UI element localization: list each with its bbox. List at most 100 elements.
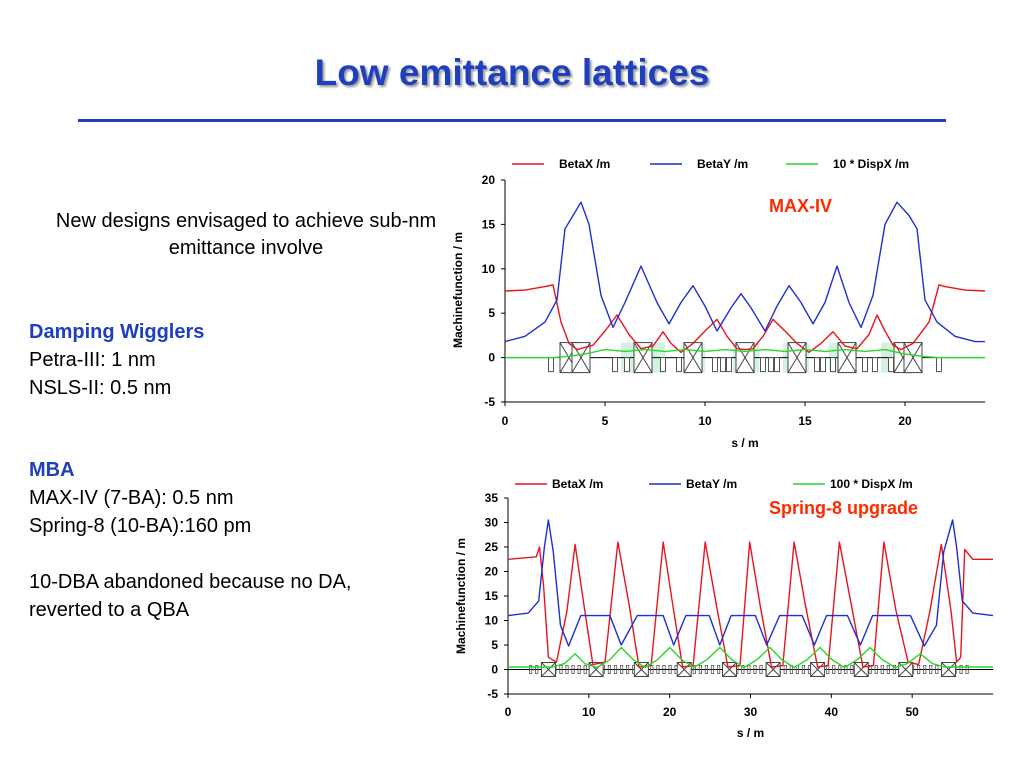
y-axis-label: Machinefunction / m (454, 538, 468, 654)
dipole-cross (634, 662, 649, 677)
y-tick-label: 0 (491, 663, 498, 677)
machine-label: Spring-8 upgrade (769, 498, 918, 518)
mba-heading: MBA (29, 459, 75, 481)
magnet-element (565, 665, 569, 674)
magnet-element (832, 665, 836, 674)
legend-entry: BetaX /m (559, 157, 610, 171)
dipole-cross (722, 662, 737, 677)
magnet-element (874, 665, 878, 674)
dipole-cross (571, 342, 591, 373)
y-tick-label: 35 (485, 491, 499, 505)
series-line-dispx (508, 646, 993, 669)
legend-entry: BetaY /m (686, 477, 737, 491)
damping-line-petra: Petra-III: 1 nm (29, 349, 156, 371)
magnet-element (650, 665, 654, 674)
y-tick-label: 10 (485, 614, 499, 628)
magnet-element (626, 665, 630, 674)
machine-label: MAX-IV (769, 196, 832, 216)
x-tick-label: 40 (825, 705, 839, 719)
magnet-element (783, 665, 787, 674)
magnet-element (820, 357, 826, 373)
y-tick-label: 30 (485, 516, 499, 530)
magnet-element (607, 665, 612, 674)
magnet-element (662, 665, 666, 674)
magnet-element (844, 665, 848, 674)
chart-spring8 (504, 483, 994, 698)
magnet-element (917, 665, 921, 674)
magnet-element (801, 665, 806, 674)
magnet-element (892, 665, 896, 674)
dipole-cross (810, 662, 825, 677)
dba-note-line-2: reverted to a QBA (29, 599, 190, 621)
series-line-betax (504, 284, 986, 353)
magnet-element (720, 357, 726, 373)
magnet-element (704, 665, 709, 674)
magnet-element (753, 665, 757, 674)
magnet-element (936, 357, 942, 373)
magnet-element (850, 665, 854, 674)
magnet-element (583, 665, 587, 674)
series-line-dispx (505, 348, 985, 359)
damping-line-nsls: NSLS-II: 0.5 nm (29, 377, 172, 399)
magnet-element (880, 665, 884, 674)
dipole-cross (765, 662, 781, 677)
mba-line-maxiv: MAX-IV (7-BA): 0.5 nm (29, 487, 234, 509)
y-axis-label: Machinefunction / m (451, 232, 465, 348)
y-tick-label: 15 (482, 217, 496, 231)
slide-title: Low emittance lattices (314, 52, 710, 93)
magnet-element (716, 665, 721, 674)
mba-line-spring8: Spring-8 (10-BA):160 pm (29, 515, 252, 537)
dba-note-block: 10-DBA abandoned because no DA, reverted… (29, 568, 351, 624)
dipole-cross (903, 342, 923, 373)
magnet-element (619, 665, 624, 674)
y-tick-label: 0 (488, 351, 495, 365)
dipole-cross (735, 342, 755, 373)
y-tick-label: 25 (485, 540, 499, 554)
magnet-element (888, 357, 894, 373)
dipole-cross (941, 662, 956, 677)
x-tick-label: 20 (663, 705, 677, 719)
magnet-element (774, 357, 780, 373)
x-tick-label: 0 (505, 705, 512, 719)
x-tick-label: 10 (698, 414, 712, 428)
magnet-element (529, 665, 533, 674)
magnet-element (760, 357, 766, 373)
magnet-element (923, 665, 927, 674)
dipole-cross (853, 662, 869, 677)
magnet-element (741, 665, 745, 674)
magnet-element (747, 665, 751, 674)
x-tick-label: 50 (905, 705, 919, 719)
x-tick-label: 5 (602, 414, 609, 428)
damping-wigglers-heading: Damping Wigglers (29, 321, 205, 343)
dipole-cross (683, 342, 703, 373)
x-tick-label: 15 (798, 414, 812, 428)
y-tick-label: -5 (484, 395, 495, 409)
y-tick-label: 10 (482, 262, 496, 276)
chart-max-iv (501, 163, 986, 406)
dba-note-line-1: 10-DBA abandoned because no DA, (29, 571, 352, 593)
mba-block: MBA MAX-IV (7-BA): 0.5 nm Spring-8 (10-B… (29, 456, 251, 540)
magnet-element (965, 665, 969, 674)
y-tick-label: 15 (485, 589, 499, 603)
legend-entry: 10 * DispX /m (833, 157, 909, 171)
magnet-element (692, 665, 696, 674)
magnet-element (660, 357, 666, 373)
magnet-element (838, 665, 842, 674)
magnet-element (548, 357, 554, 373)
x-tick-label: 0 (502, 414, 509, 428)
magnet-element (862, 357, 868, 373)
magnet-element (698, 665, 702, 674)
magnet-element (872, 357, 878, 373)
magnet-element (710, 665, 715, 674)
magnet-element (612, 357, 618, 373)
legend-entry: BetaX /m (552, 477, 603, 491)
magnet-element (571, 665, 575, 674)
magnet-element (886, 665, 890, 674)
magnet-element (668, 665, 672, 674)
damping-wigglers-block: Damping Wigglers Petra-III: 1 nm NSLS-II… (29, 318, 204, 402)
x-axis-label: s / m (737, 726, 764, 740)
title-underline (78, 119, 946, 122)
series-line-betay (507, 519, 994, 647)
y-tick-label: 5 (491, 638, 498, 652)
